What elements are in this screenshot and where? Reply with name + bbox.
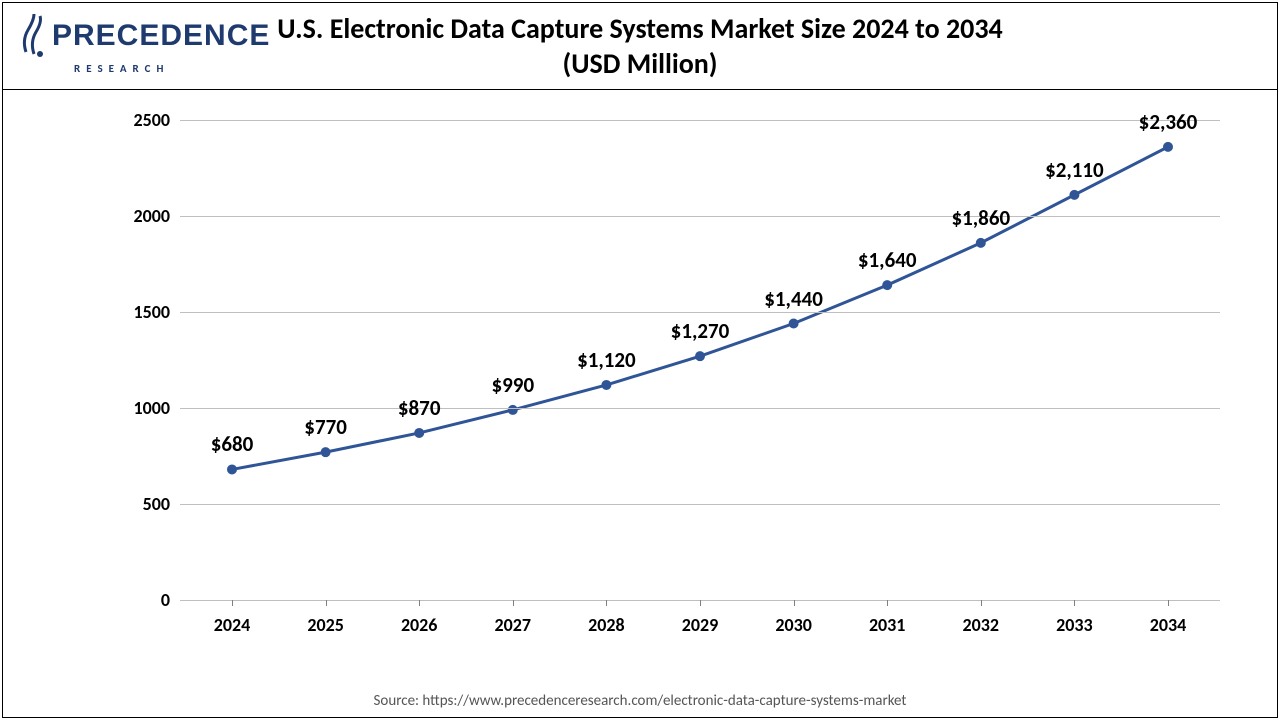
x-axis-tick-label: 2025 [307,614,344,636]
y-axis-tick-label: 2500 [120,109,170,131]
data-marker [1069,190,1079,200]
data-label: $1,270 [671,318,730,344]
data-marker [508,405,518,415]
x-tick-mark [887,600,888,606]
logo-sub-text: RESEARCH [74,62,169,75]
x-tick-mark [606,600,607,606]
data-marker [882,280,892,290]
grid-line [180,408,1220,409]
grid-line [180,504,1220,505]
data-marker [976,238,986,248]
x-tick-mark [419,600,420,606]
data-marker [789,319,799,329]
x-axis-tick-label: 2028 [588,614,625,636]
x-axis-tick-label: 2031 [869,614,906,636]
y-axis-tick-label: 500 [120,493,170,515]
x-tick-mark [326,600,327,606]
x-axis-tick-label: 2032 [963,614,1000,636]
data-marker [227,464,237,474]
logo-icon [20,14,48,58]
x-axis-tick-label: 2029 [682,614,719,636]
x-tick-mark [513,600,514,606]
data-marker [601,380,611,390]
data-label: $2,360 [1139,109,1198,135]
plot-area: 2024202520262027202820292030203120322033… [180,120,1220,600]
x-axis-tick-label: 2027 [495,614,532,636]
data-marker [695,351,705,361]
x-tick-mark [794,600,795,606]
data-label: $1,860 [951,205,1010,231]
y-axis-tick-label: 2000 [120,205,170,227]
x-tick-mark [700,600,701,606]
y-axis-tick-label: 1000 [120,397,170,419]
grid-line [180,120,1220,121]
x-tick-mark [1168,600,1169,606]
data-marker [321,447,331,457]
x-axis-tick-label: 2034 [1150,614,1187,636]
x-axis-tick-label: 2026 [401,614,438,636]
data-marker [1163,142,1173,152]
x-tick-mark [981,600,982,606]
data-label: $990 [492,372,535,398]
data-marker [414,428,424,438]
data-label: $2,110 [1045,157,1104,183]
x-axis-tick-label: 2033 [1056,614,1093,636]
brand-logo: PRECEDENCE RESEARCH [20,14,270,58]
logo-brand-text: PRECEDENCE [52,19,270,53]
grid-line [180,312,1220,313]
data-line [232,147,1168,470]
data-label: $1,120 [577,347,636,373]
data-label: $870 [398,395,441,421]
grid-line [180,216,1220,217]
source-citation: Source: https://www.precedenceresearch.c… [0,692,1280,710]
data-label: $1,440 [764,286,823,312]
line-chart-svg [180,120,1220,600]
x-axis-tick-label: 2030 [775,614,812,636]
header: PRECEDENCE RESEARCH U.S. Electronic Data… [2,2,1278,90]
data-label: $680 [211,431,254,457]
chart-area: 2024 2025 2026 2027 2028 2029 2030 2031 2032 2033… [90,110,1240,650]
x-tick-mark [232,600,233,606]
y-axis-tick-label: 1500 [120,301,170,323]
data-label: $770 [304,414,347,440]
x-tick-mark [1074,600,1075,606]
y-axis-tick-label: 0 [120,589,170,611]
data-label: $1,640 [858,247,917,273]
x-axis-tick-label: 2024 [214,614,251,636]
